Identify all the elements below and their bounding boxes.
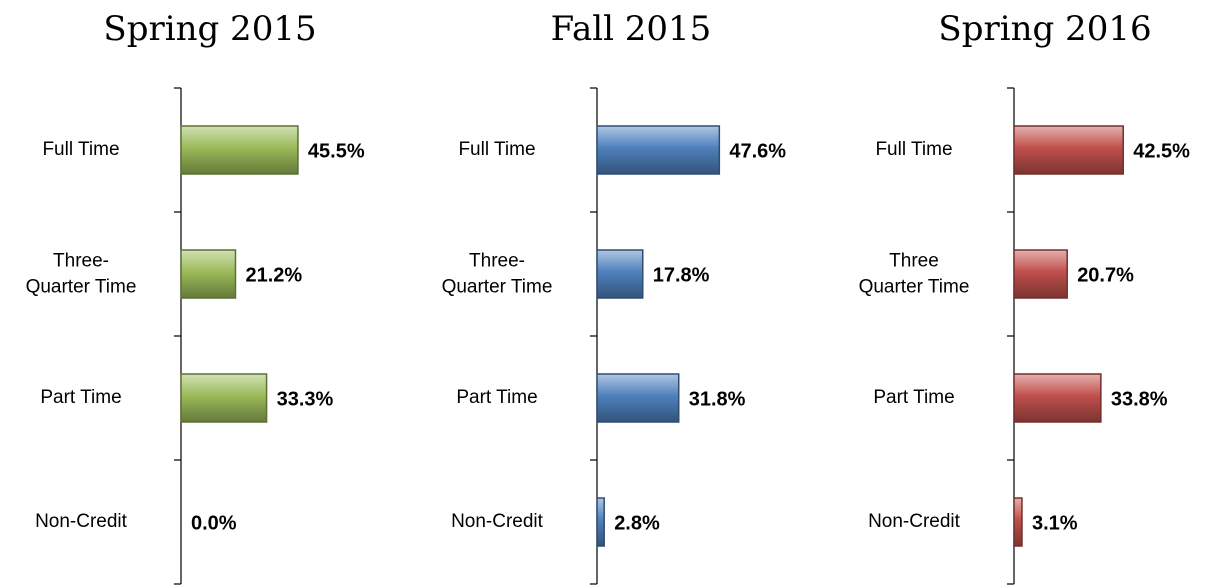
category-label: Three- Quarter Time	[441, 250, 553, 297]
category-label: Full Time	[42, 139, 120, 161]
value-label: 31.8%	[689, 388, 746, 410]
value-label: 33.8%	[1111, 388, 1168, 410]
value-label: 0.0%	[191, 512, 237, 534]
category-label: Non-Credit	[868, 511, 960, 533]
bar	[1013, 497, 1023, 547]
category-label: Non-Credit	[35, 511, 127, 533]
bar	[596, 373, 680, 423]
category-label: Non-Credit	[451, 511, 543, 533]
bar	[596, 497, 605, 547]
category-label: Full Time	[875, 139, 953, 161]
value-label: 17.8%	[653, 264, 710, 286]
bar	[180, 373, 268, 423]
chart-title: Fall 2015	[551, 9, 712, 49]
value-label: 33.3%	[277, 388, 334, 410]
bar	[596, 125, 721, 175]
bar	[1013, 125, 1124, 175]
value-label: 2.8%	[614, 512, 660, 534]
bar	[180, 125, 299, 175]
category-label: Three- Quarter Time	[25, 250, 137, 297]
value-label: 45.5%	[308, 140, 365, 162]
category-label: Part Time	[873, 387, 955, 409]
category-label: Three Quarter Time	[858, 250, 970, 297]
value-label: 47.6%	[729, 140, 786, 162]
bar	[596, 249, 644, 299]
value-label: 3.1%	[1032, 512, 1078, 534]
category-label: Full Time	[458, 139, 536, 161]
bar	[1013, 249, 1068, 299]
value-label: 21.2%	[245, 264, 302, 286]
chart-title: Spring 2015	[103, 9, 316, 49]
category-label: Part Time	[40, 387, 122, 409]
chart-title: Spring 2016	[938, 9, 1151, 49]
bar	[1013, 373, 1102, 423]
value-label: 20.7%	[1077, 264, 1134, 286]
category-label: Part Time	[456, 387, 538, 409]
value-label: 42.5%	[1133, 140, 1190, 162]
bar	[180, 249, 237, 299]
